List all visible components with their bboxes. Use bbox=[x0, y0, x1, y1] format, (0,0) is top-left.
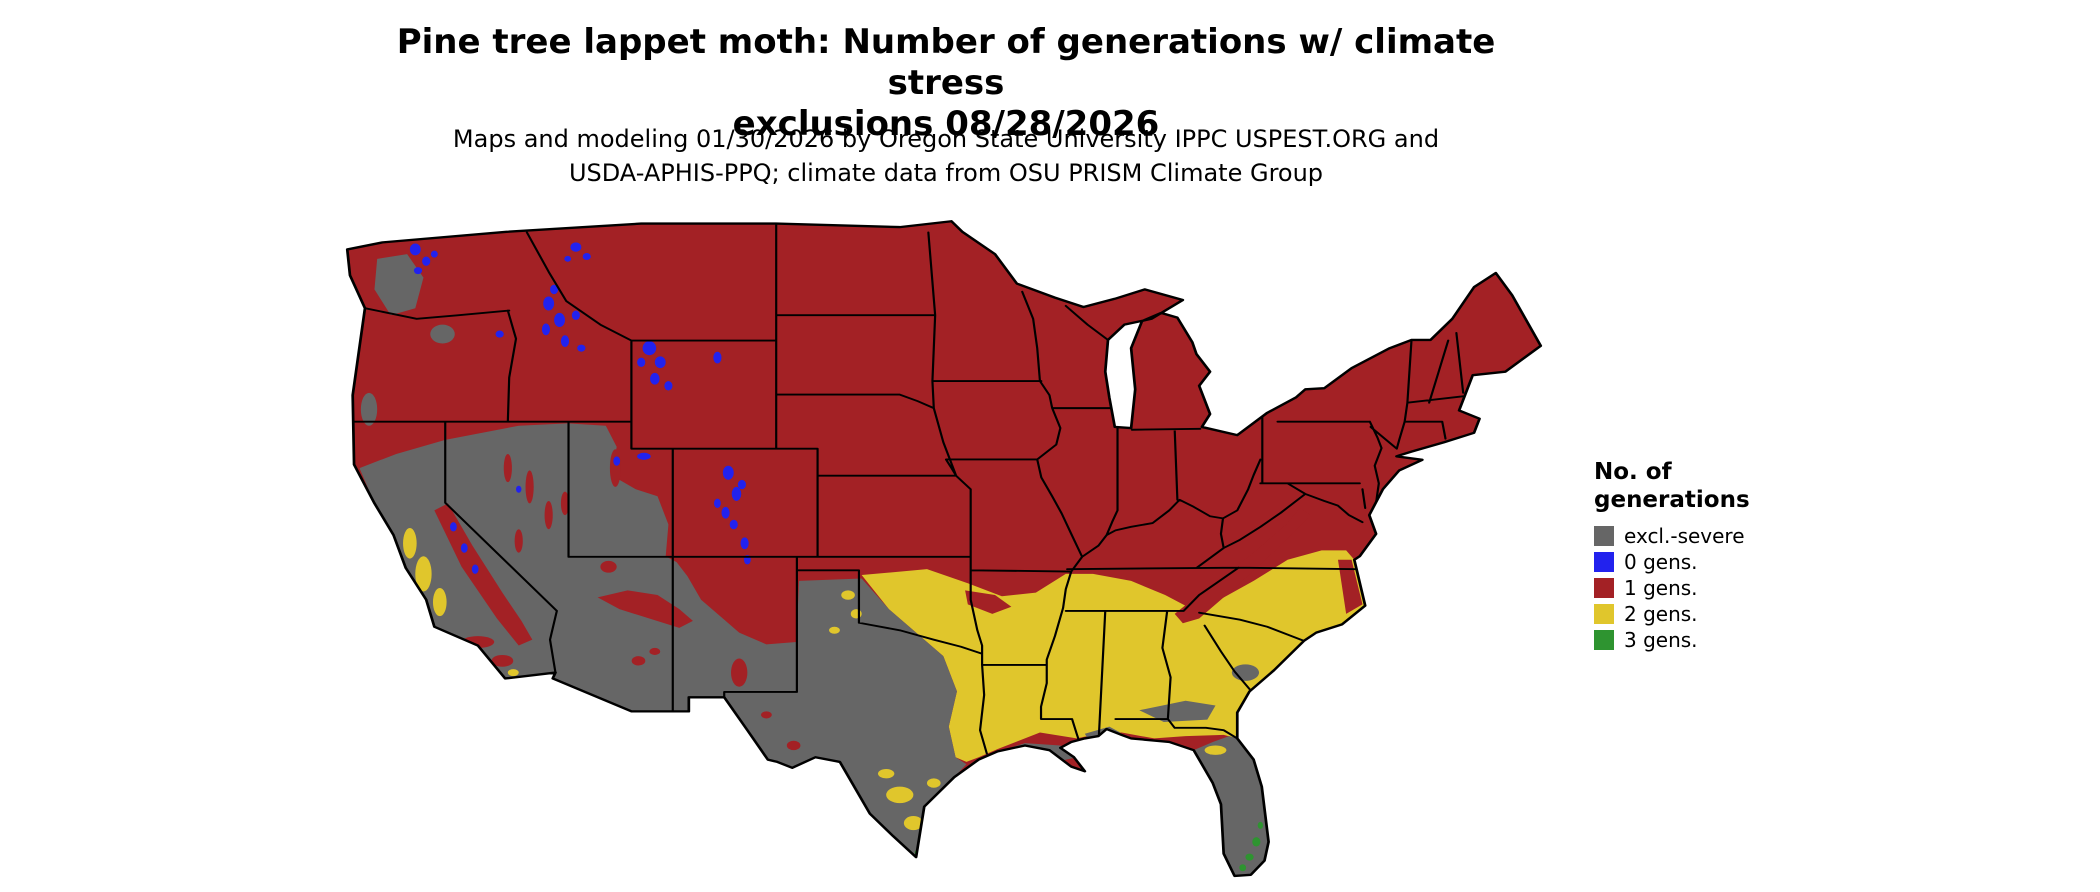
state-borders bbox=[352, 222, 1465, 755]
legend-title-line1: No. of bbox=[1594, 459, 1672, 485]
map-title: Pine tree lappet moth: Number of generat… bbox=[340, 22, 1552, 145]
legend-items: excl.-severe 0 gens. 1 gens. 2 gens. 3 g… bbox=[1594, 523, 1750, 653]
legend-swatch-3-gens bbox=[1594, 630, 1614, 650]
legend-label-0-gens: 0 gens. bbox=[1624, 550, 1698, 574]
legend-title-line2: generations bbox=[1594, 487, 1750, 513]
map-subtitle-line1: Maps and modeling 01/30/2026 by Oregon S… bbox=[452, 125, 1440, 153]
legend-label-2-gens: 2 gens. bbox=[1624, 602, 1698, 626]
map-subtitle-line2: USDA-APHIS-PPQ; climate data from OSU PR… bbox=[568, 159, 1324, 187]
legend-item-0-gens: 0 gens. bbox=[1594, 549, 1750, 575]
map-zone-1gen-mountain-patches bbox=[434, 449, 1363, 751]
legend-label-1-gens: 1 gens. bbox=[1624, 576, 1698, 600]
map-zone-3gen-specks bbox=[914, 821, 1264, 872]
map-subtitle: Maps and modeling 01/30/2026 by Oregon S… bbox=[340, 122, 1552, 190]
legend-title: No. of generations bbox=[1594, 458, 1750, 514]
legend-label-3-gens: 3 gens. bbox=[1624, 628, 1698, 652]
legend-swatch-2-gens bbox=[1594, 604, 1614, 624]
us-map-svg bbox=[345, 219, 1543, 878]
map-zone-excl-florida bbox=[1193, 736, 1269, 876]
legend-item-2-gens: 2 gens. bbox=[1594, 601, 1750, 627]
legend-item-excl-severe: excl.-severe bbox=[1594, 523, 1750, 549]
map-title-line2: exclusions 08/28/2026 bbox=[732, 104, 1160, 144]
legend: No. of generations excl.-severe 0 gens. … bbox=[1594, 458, 1750, 653]
legend-swatch-excl-severe bbox=[1594, 526, 1614, 546]
map-zone-excl-west bbox=[359, 423, 967, 858]
legend-item-1-gens: 1 gens. bbox=[1594, 575, 1750, 601]
legend-swatch-1-gens bbox=[1594, 578, 1614, 598]
map-zone-2gen-specks bbox=[403, 528, 1227, 831]
map-title-line1: Pine tree lappet moth: Number of generat… bbox=[396, 22, 1496, 103]
us-generations-map bbox=[335, 213, 1553, 883]
legend-item-3-gens: 3 gens. bbox=[1594, 627, 1750, 653]
legend-swatch-0-gens bbox=[1594, 552, 1614, 572]
legend-label-excl-severe: excl.-severe bbox=[1624, 524, 1745, 548]
